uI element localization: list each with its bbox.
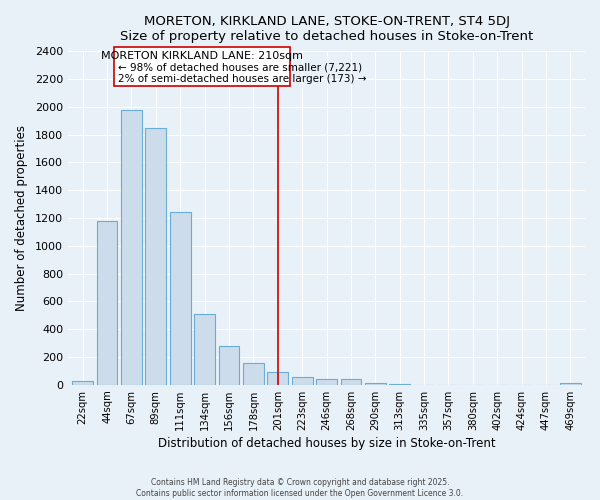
Text: 2% of semi-detached houses are larger (173) →: 2% of semi-detached houses are larger (1… <box>118 74 367 84</box>
Bar <box>292 377 313 385</box>
X-axis label: Distribution of detached houses by size in Stoke-on-Trent: Distribution of detached houses by size … <box>158 437 496 450</box>
Bar <box>145 128 166 385</box>
Bar <box>365 383 386 385</box>
Bar <box>268 372 288 385</box>
Bar <box>121 110 142 385</box>
Bar <box>170 212 191 385</box>
Bar <box>97 222 118 385</box>
Bar <box>560 382 581 385</box>
Text: ← 98% of detached houses are smaller (7,221): ← 98% of detached houses are smaller (7,… <box>118 62 362 72</box>
Bar <box>218 346 239 385</box>
Bar <box>316 378 337 385</box>
Title: MORETON, KIRKLAND LANE, STOKE-ON-TRENT, ST4 5DJ
Size of property relative to det: MORETON, KIRKLAND LANE, STOKE-ON-TRENT, … <box>120 15 533 43</box>
Y-axis label: Number of detached properties: Number of detached properties <box>15 125 28 311</box>
Bar <box>243 364 264 385</box>
Bar <box>194 314 215 385</box>
Bar <box>341 380 361 385</box>
FancyBboxPatch shape <box>115 47 290 86</box>
Text: Contains HM Land Registry data © Crown copyright and database right 2025.
Contai: Contains HM Land Registry data © Crown c… <box>136 478 464 498</box>
Bar <box>73 380 93 385</box>
Text: MORETON KIRKLAND LANE: 210sqm: MORETON KIRKLAND LANE: 210sqm <box>101 50 303 60</box>
